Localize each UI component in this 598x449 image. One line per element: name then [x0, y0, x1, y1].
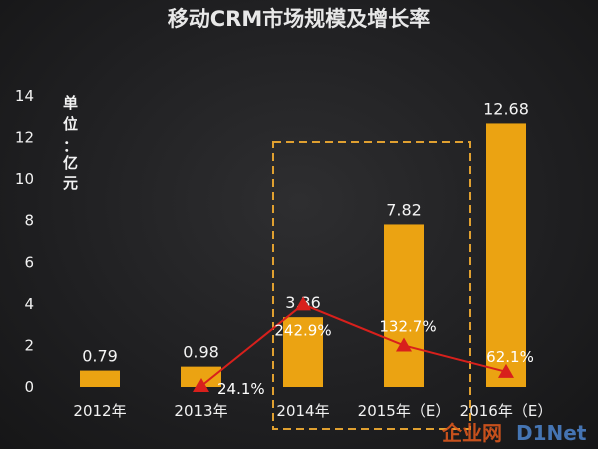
- unit-label-char: ：: [63, 137, 78, 155]
- bar-4: [486, 123, 526, 388]
- bar-value-label: 0.79: [82, 347, 118, 366]
- y-tick-label: 0: [24, 378, 34, 396]
- x-tick-label: 2015年（E）: [358, 402, 451, 420]
- unit-label-char: 亿: [63, 154, 78, 172]
- y-tick-label: 2: [24, 336, 34, 354]
- bar-2: [283, 317, 323, 387]
- y-tick-label: 14: [15, 87, 34, 105]
- watermark-text-en: D1Net: [516, 421, 587, 445]
- y-tick-label: 4: [24, 295, 34, 313]
- growth-value-label: 132.7%: [379, 317, 436, 335]
- bar-value-label: 7.82: [386, 200, 422, 219]
- y-tick-label: 12: [15, 129, 34, 147]
- bar-value-label: 12.68: [483, 99, 529, 118]
- unit-label-char: 位: [63, 115, 78, 133]
- x-axis: 2012年 2013年 2014年 2015年（E） 2016年（E）: [73, 402, 552, 420]
- unit-label-char: 单: [63, 94, 78, 112]
- bar-3: [384, 224, 424, 387]
- highlight-box-2014: [272, 141, 471, 430]
- chart-title: 移动CRM市场规模及增长率: [168, 7, 430, 31]
- growth-value-label: 24.1%: [217, 380, 265, 398]
- x-tick-label: 2014年: [276, 402, 329, 420]
- unit-label-char: 元: [63, 174, 78, 192]
- x-tick-label: 2016年（E）: [460, 402, 553, 420]
- watermark-text-cn: 企业网: [441, 421, 502, 445]
- growth-line: [200, 303, 507, 387]
- y-tick-label: 6: [24, 253, 34, 271]
- y-axis: 0 2 4 6 8 10 12 14: [15, 87, 34, 396]
- growth-value-label: 62.1%: [486, 348, 534, 366]
- growth-marker: [193, 378, 209, 393]
- y-tick-label: 8: [24, 212, 34, 230]
- growth-line-series: [193, 296, 514, 393]
- x-tick-label: 2013年: [174, 402, 227, 420]
- bar-series: [80, 123, 526, 388]
- growth-labels: 24.1% 242.9% 132.7% 62.1%: [217, 317, 534, 398]
- x-tick-label: 2012年: [73, 402, 126, 420]
- bar-value-label: 0.98: [183, 343, 219, 362]
- growth-marker: [396, 337, 412, 352]
- growth-value-label: 242.9%: [274, 321, 331, 339]
- y-tick-label: 10: [15, 170, 34, 188]
- growth-marker: [295, 296, 311, 311]
- bar-1: [181, 366, 221, 387]
- growth-marker: [498, 363, 514, 378]
- unit-label: 单位 ：亿元: [63, 94, 78, 192]
- bar-0: [80, 370, 120, 387]
- watermark-logo: 企业网 D1Net: [441, 421, 587, 445]
